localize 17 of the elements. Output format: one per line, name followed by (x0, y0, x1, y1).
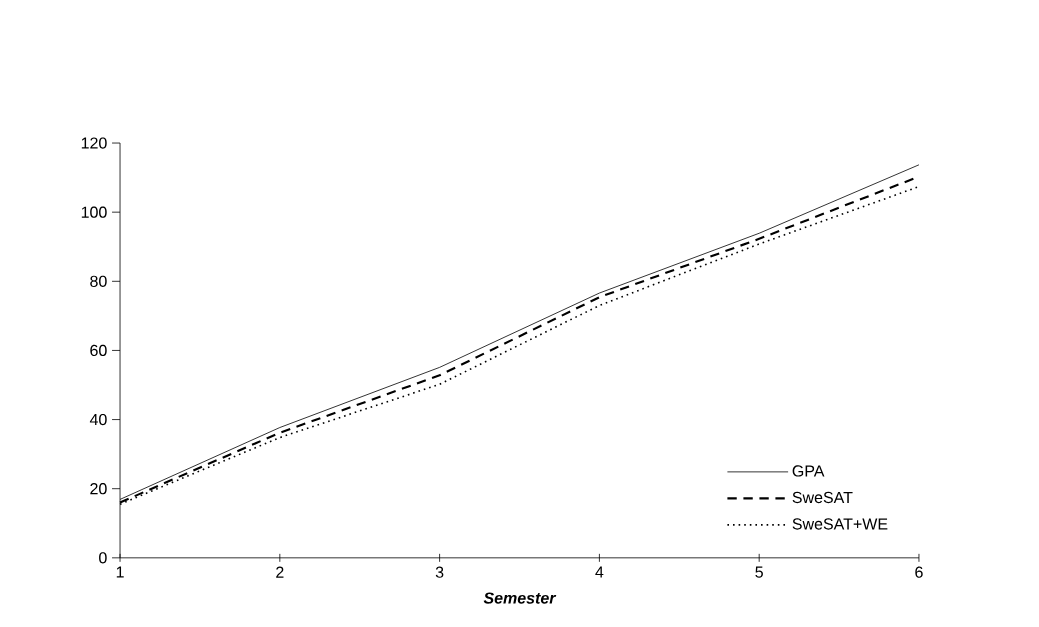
y-tick-label: 20 (90, 482, 107, 495)
legend-label: SweSAT (792, 491, 853, 504)
legend-label: GPA (792, 465, 825, 477)
x-tick-label: 5 (755, 566, 763, 578)
y-tick-label: 0 (99, 552, 107, 564)
y-tick-label: 100 (81, 206, 107, 218)
x-tick-label: 3 (435, 566, 444, 578)
x-tick-label: 6 (915, 566, 923, 578)
y-tick-label: 60 (90, 344, 107, 356)
y-tick-label: 120 (81, 137, 107, 149)
y-tick-label: 40 (89, 413, 107, 426)
x-tick-label: 4 (595, 566, 604, 578)
y-tick-label: 80 (90, 275, 107, 287)
x-axis-title: Semester (483, 592, 557, 604)
x-tick-label: 1 (116, 566, 124, 578)
legend-label: SweSAT+WE (792, 518, 888, 530)
x-tick-label: 2 (276, 566, 284, 578)
